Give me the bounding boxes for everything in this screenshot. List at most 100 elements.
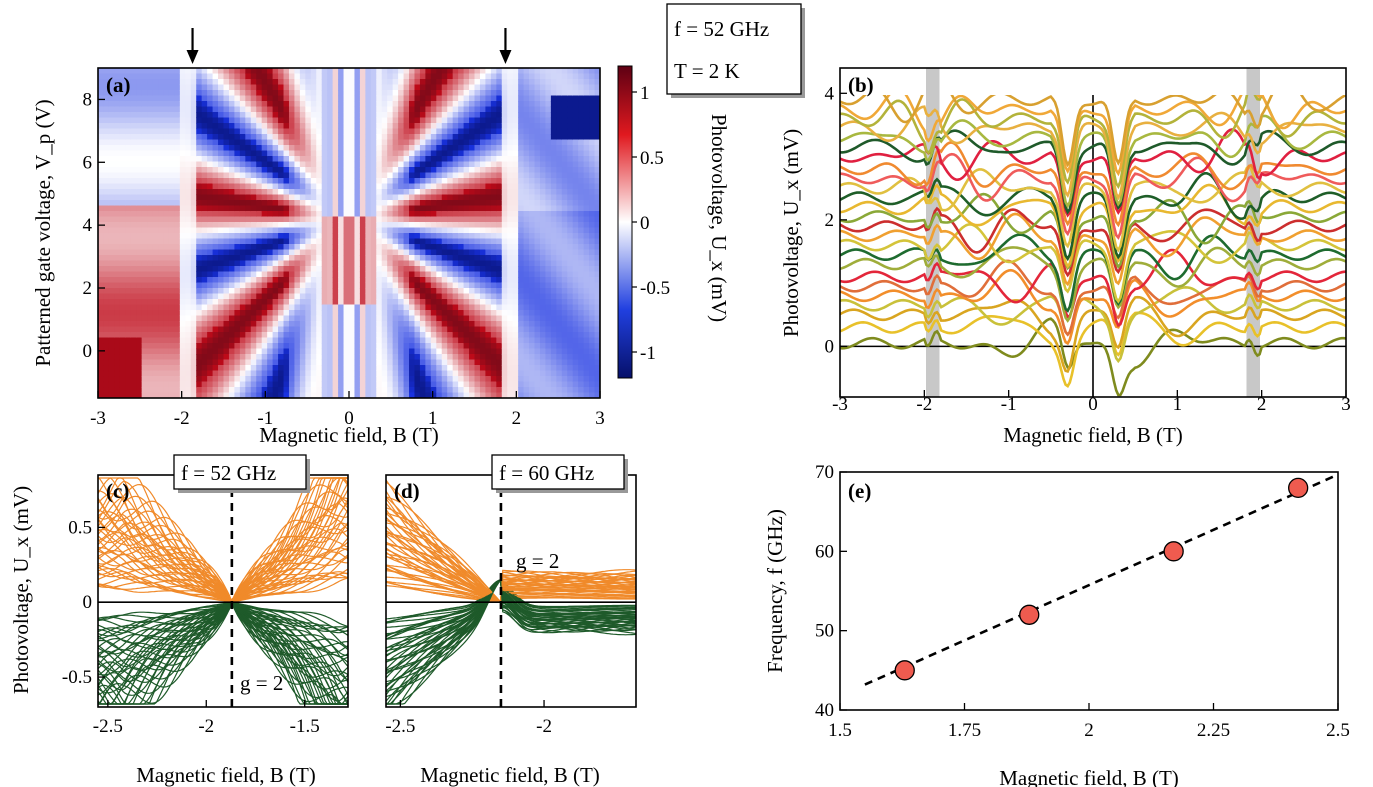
heatmap-cell: [163, 376, 170, 383]
heatmap-cell: [245, 200, 252, 207]
heatmap-cell: [436, 277, 443, 284]
heatmap-cell: [398, 106, 405, 113]
heatmap-cell: [147, 134, 154, 141]
heatmap-cell: [152, 282, 159, 289]
heatmap-cell: [152, 310, 159, 317]
heatmap-cell: [299, 227, 306, 234]
heatmap-cell: [310, 205, 317, 212]
heatmap-cell: [485, 244, 492, 251]
heatmap-cell: [523, 332, 530, 339]
heatmap-cell: [130, 288, 137, 295]
heatmap-cell: [343, 321, 350, 328]
heatmap-cell: [452, 167, 459, 174]
heatmap-cell: [218, 293, 225, 300]
heatmap-cell: [125, 277, 132, 284]
heatmap-cell: [441, 161, 448, 168]
heatmap-cell: [398, 332, 405, 339]
heatmap-cell: [490, 315, 497, 322]
heatmap-cell: [523, 304, 530, 311]
heatmap-cell: [550, 73, 557, 80]
heatmap-cell: [529, 178, 536, 185]
heatmap-cell: [425, 145, 432, 152]
heatmap-cell: [136, 194, 143, 201]
heatmap-cell: [196, 238, 203, 245]
heatmap-cell: [283, 271, 290, 278]
heatmap-cell: [228, 139, 236, 146]
heatmap-cell: [119, 106, 126, 113]
heatmap-cell: [430, 392, 437, 398]
heatmap-cell: [125, 150, 132, 157]
heatmap-cell: [479, 354, 487, 361]
heatmap-cell: [98, 101, 105, 108]
heatmap-cell: [458, 112, 465, 119]
heatmap-cell: [398, 260, 405, 267]
heatmap-cell: [98, 84, 105, 91]
heatmap-cell: [163, 266, 170, 273]
heatmap-cell: [507, 178, 514, 185]
heatmap-cell: [103, 249, 110, 256]
heatmap-cell: [299, 128, 306, 135]
heatmap-cell: [158, 200, 165, 207]
heatmap-cell: [108, 194, 115, 201]
heatmap-cell: [349, 211, 356, 218]
heatmap-cell: [430, 343, 437, 350]
heatmap-cell: [310, 95, 317, 102]
heatmap-cell: [338, 189, 345, 196]
heatmap-cell: [98, 249, 105, 256]
heatmap-cell: [136, 222, 143, 229]
heatmap-cell: [261, 233, 268, 240]
heatmap-cell: [496, 359, 503, 366]
heatmap-cell: [321, 139, 328, 146]
heatmap-cell: [469, 112, 476, 119]
heatmap-cell: [272, 194, 279, 201]
heatmap-cell: [316, 222, 323, 229]
heatmap-cell: [452, 90, 459, 97]
heatmap-cell: [321, 326, 328, 333]
heatmap-cell: [168, 359, 175, 366]
heatmap-cell: [485, 172, 492, 179]
heatmap-cell: [185, 161, 192, 168]
heatmap-cell: [288, 282, 296, 289]
heatmap-cell: [267, 249, 274, 256]
heatmap-cell: [207, 381, 214, 388]
heatmap-cell: [496, 211, 503, 218]
heatmap-cell: [534, 194, 541, 201]
heatmap-cell: [474, 376, 481, 383]
heatmap-cell: [512, 288, 519, 295]
heatmap-cell: [398, 73, 405, 80]
heatmap-cell: [283, 68, 290, 75]
heatmap-cell: [436, 343, 443, 350]
heatmap-cell: [141, 112, 148, 119]
heatmap-cell: [398, 128, 405, 135]
heatmap-cell: [349, 194, 356, 201]
heatmap-cell: [152, 332, 159, 339]
heatmap-cell: [463, 84, 470, 91]
heatmap-cell: [190, 315, 197, 322]
heatmap-cell: [469, 84, 476, 91]
heatmap-cell: [370, 392, 377, 398]
heatmap-cell: [436, 326, 443, 333]
heatmap-cell: [436, 112, 443, 119]
heatmap-cell: [441, 293, 448, 300]
heatmap-cell: [305, 315, 312, 322]
heatmap-cell: [168, 123, 175, 130]
heatmap-cell: [147, 106, 154, 113]
heatmap-cell: [218, 266, 225, 273]
heatmap-cell: [376, 293, 383, 300]
heatmap-cell: [441, 211, 448, 218]
heatmap-cell: [539, 326, 547, 333]
heatmap-cell: [130, 79, 137, 86]
heatmap-cell: [452, 299, 459, 306]
heatmap-cell: [130, 161, 137, 168]
heatmap-cell: [250, 95, 257, 102]
heatmap-cell: [534, 387, 541, 394]
heatmap-cell: [218, 189, 225, 196]
heatmap-cell: [158, 167, 165, 174]
heatmap-cell: [523, 266, 530, 273]
heatmap-cell: [425, 392, 432, 398]
heatmap-cell: [228, 376, 236, 383]
heatmap-cell: [507, 337, 514, 344]
heatmap-cell: [305, 112, 312, 119]
heatmap-cell: [409, 123, 416, 130]
heatmap-cell: [327, 205, 334, 212]
